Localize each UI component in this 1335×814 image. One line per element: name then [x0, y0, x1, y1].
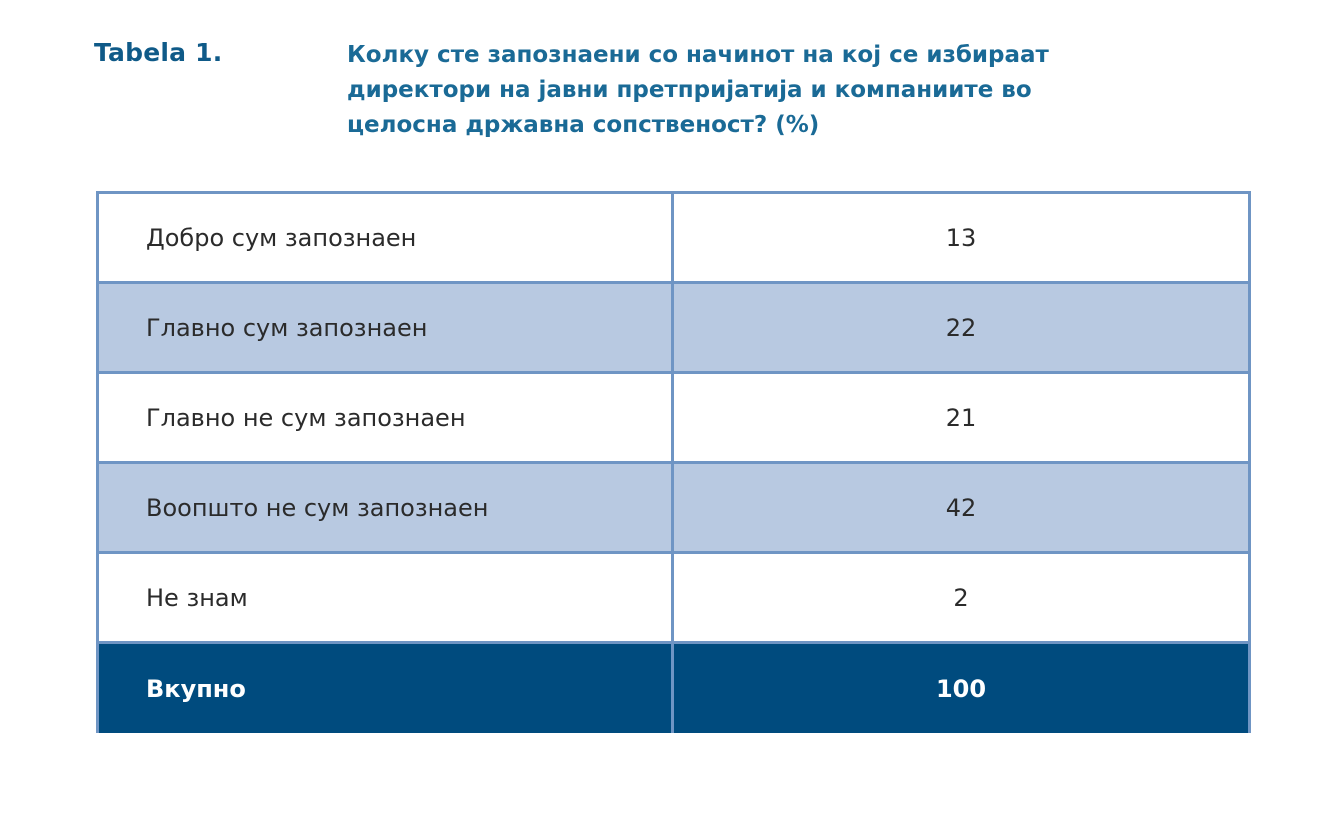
row-label: Добро сум запознаен: [97, 192, 674, 284]
table-row: Главно сум запознаен 22: [97, 282, 1250, 374]
table-caption: Колку сте запознаени со начинот на кој с…: [347, 38, 1067, 143]
row-value: 2: [672, 552, 1250, 644]
caption-line: директори на јавни претпријатија и компа…: [347, 77, 1032, 103]
caption-line: целосна државна сопственост? (%): [347, 112, 820, 138]
table-row: Главно не сум запознаен 21: [97, 372, 1250, 464]
row-label: Главно сум запознаен: [97, 282, 674, 374]
total-label: Вкупно: [97, 642, 674, 733]
table-row: Не знам 2: [97, 552, 1250, 644]
caption-line: Колку сте запознаени со начинот на кој с…: [347, 42, 1049, 68]
row-value: 22: [672, 282, 1250, 374]
table-number-label: Tabela 1.: [94, 38, 223, 67]
total-value: 100: [672, 642, 1250, 733]
row-value: 13: [672, 192, 1250, 284]
table-row: Добро сум запознаен 13: [97, 192, 1250, 284]
survey-results-table: Добро сум запознаен 13 Главно сум запозн…: [96, 191, 1251, 733]
row-label: Воопшто не сум запознаен: [97, 462, 674, 554]
row-value: 42: [672, 462, 1250, 554]
row-label: Не знам: [97, 552, 674, 644]
total-row: Вкупно 100: [97, 642, 1250, 733]
row-label: Главно не сум запознаен: [97, 372, 674, 464]
row-value: 21: [672, 372, 1250, 464]
table-row: Воопшто не сум запознаен 42: [97, 462, 1250, 554]
